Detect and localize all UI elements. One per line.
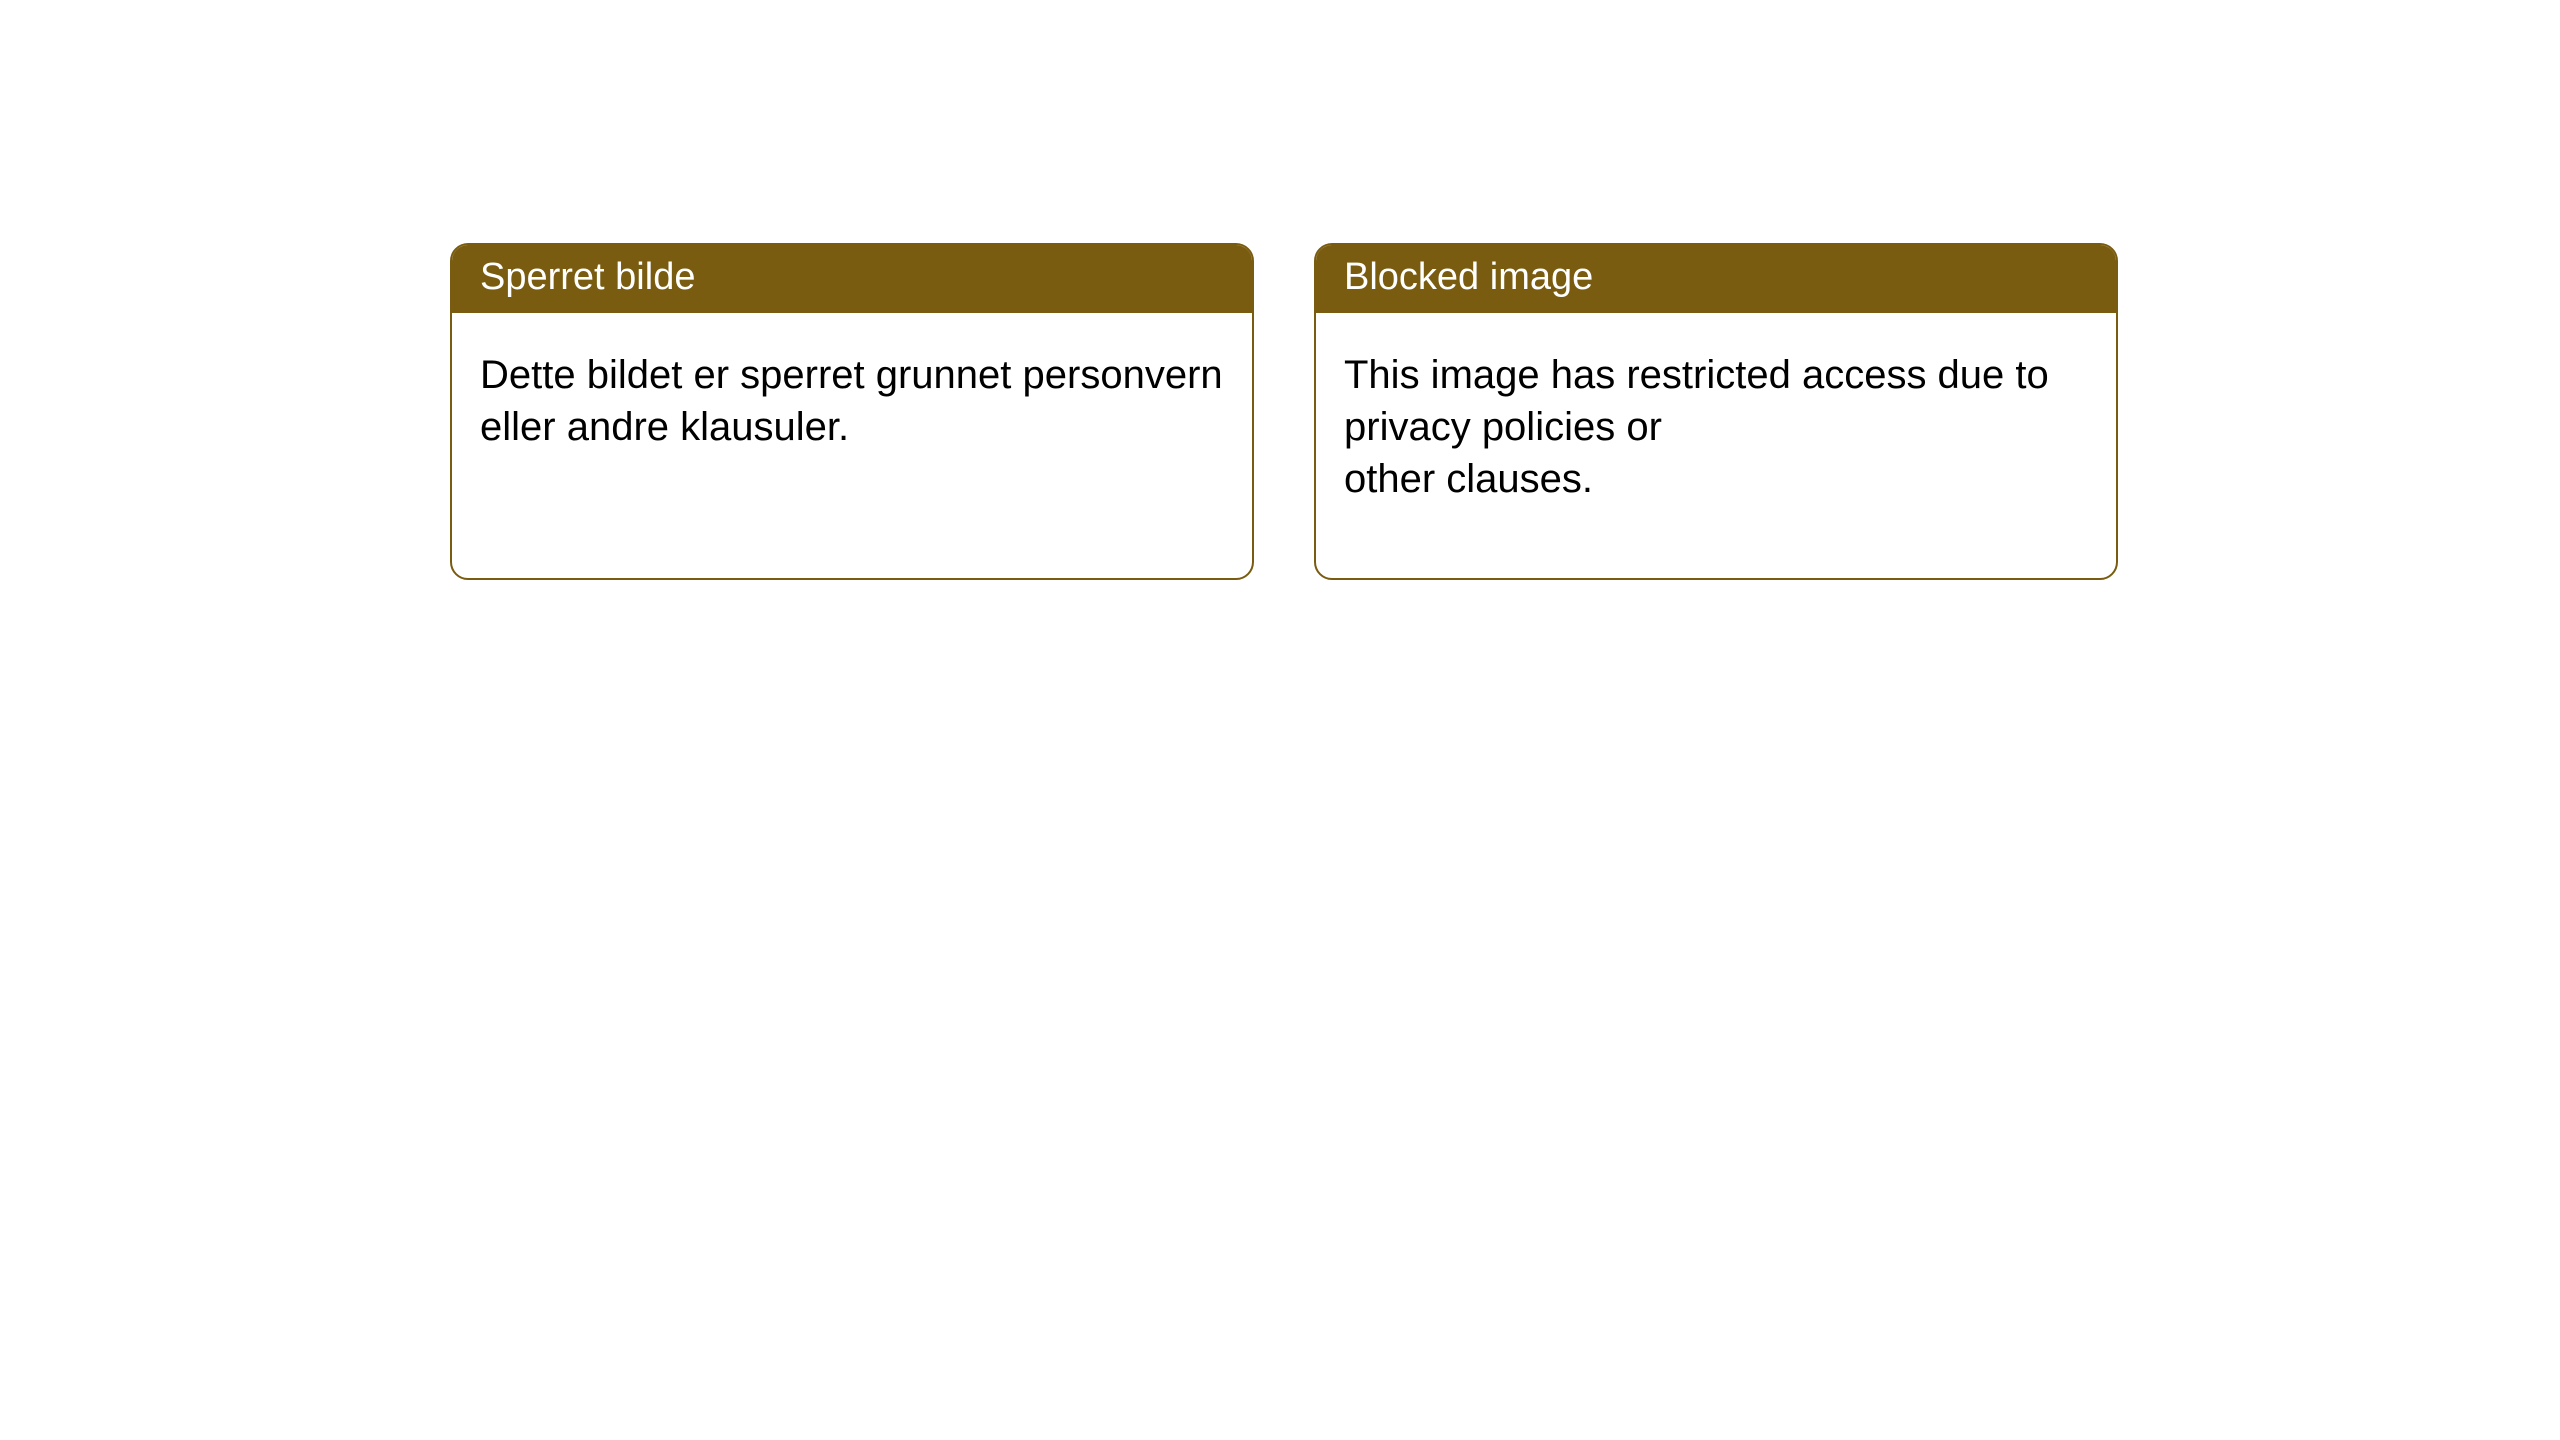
blocked-image-card-no: Sperret bilde Dette bildet er sperret gr… [450,243,1254,580]
blocked-image-card-en: Blocked image This image has restricted … [1314,243,2118,580]
card-body-en: This image has restricted access due to … [1316,313,2116,533]
card-body-no: Dette bildet er sperret grunnet personve… [452,313,1252,481]
card-header-en: Blocked image [1316,245,2116,313]
card-header-no: Sperret bilde [452,245,1252,313]
notice-cards-container: Sperret bilde Dette bildet er sperret gr… [0,0,2560,580]
